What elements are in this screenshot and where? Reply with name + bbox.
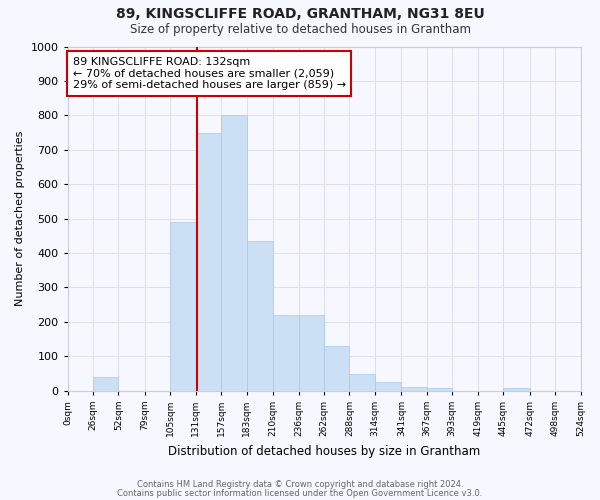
Bar [196, 132, 221, 391]
Bar [401, 388, 427, 391]
Bar [349, 374, 375, 391]
Text: 89, KINGSCLIFFE ROAD, GRANTHAM, NG31 8EU: 89, KINGSCLIFFE ROAD, GRANTHAM, NG31 8EU [116, 8, 484, 22]
Text: Size of property relative to detached houses in Grantham: Size of property relative to detached ho… [130, 22, 470, 36]
Bar [247, 241, 273, 391]
Text: Contains HM Land Registry data © Crown copyright and database right 2024.: Contains HM Land Registry data © Crown c… [137, 480, 463, 489]
Bar [503, 388, 530, 391]
Bar [273, 315, 299, 391]
Bar [221, 116, 247, 391]
Bar [324, 346, 349, 391]
Bar [170, 222, 196, 391]
X-axis label: Distribution of detached houses by size in Grantham: Distribution of detached houses by size … [168, 444, 480, 458]
Bar [93, 377, 118, 391]
Text: Contains public sector information licensed under the Open Government Licence v3: Contains public sector information licen… [118, 488, 482, 498]
Bar [427, 388, 452, 391]
Y-axis label: Number of detached properties: Number of detached properties [15, 131, 25, 306]
Bar [299, 315, 324, 391]
Text: 89 KINGSCLIFFE ROAD: 132sqm
← 70% of detached houses are smaller (2,059)
29% of : 89 KINGSCLIFFE ROAD: 132sqm ← 70% of det… [73, 57, 346, 90]
Bar [375, 382, 401, 391]
